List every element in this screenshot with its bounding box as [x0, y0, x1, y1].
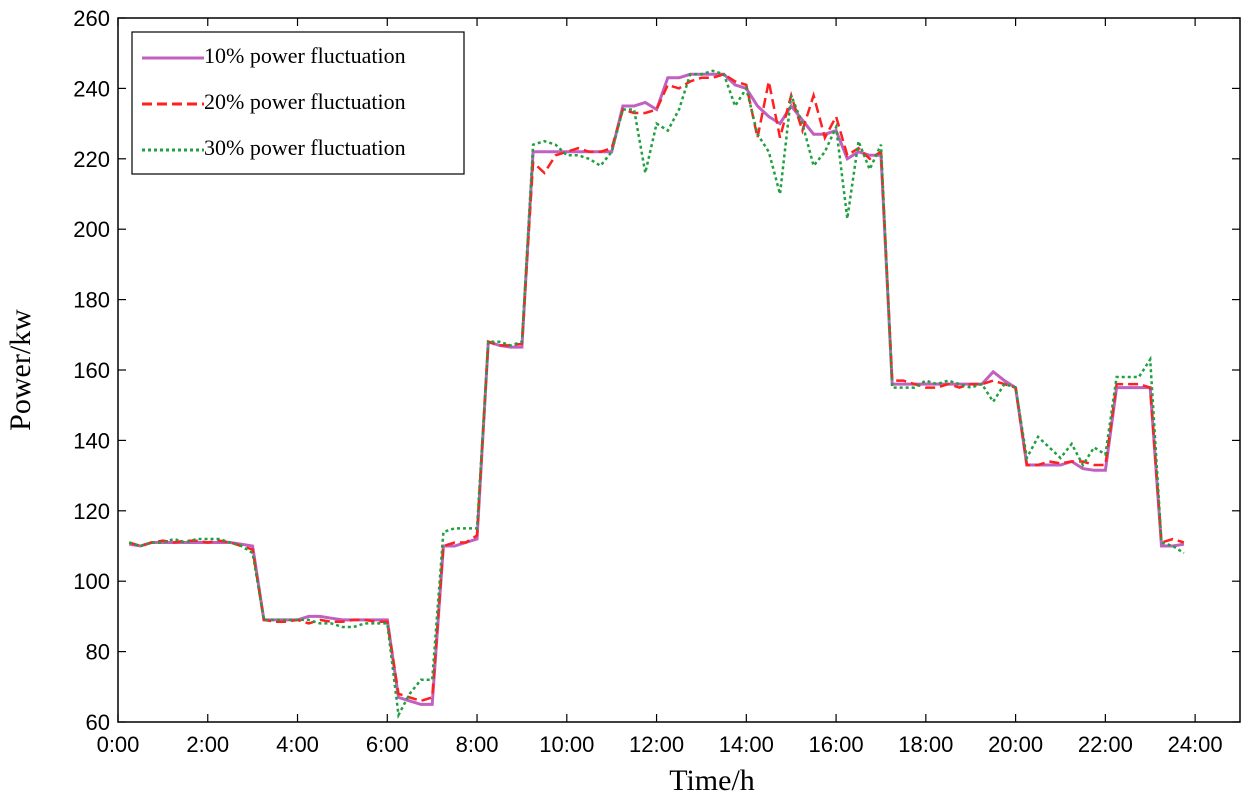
- x-tick-label: 24:00: [1168, 732, 1223, 757]
- data-line: [128, 69, 1185, 720]
- legend-label: 30% power fluctuation: [204, 135, 406, 160]
- plot-frame: [117, 17, 1241, 723]
- y-tick-label: 260: [73, 6, 110, 31]
- x-tick-label: 0:00: [97, 732, 140, 757]
- y-tick-label: 60: [86, 710, 110, 735]
- x-tick-label: 20:00: [988, 732, 1043, 757]
- x-tick-label: 16:00: [809, 732, 864, 757]
- legend-label: 10% power fluctuation: [204, 43, 406, 68]
- y-tick-label: 140: [73, 428, 110, 453]
- data-line: [128, 72, 1185, 706]
- x-tick-label: 10:00: [539, 732, 594, 757]
- x-tick-label: 22:00: [1078, 732, 1133, 757]
- x-tick-label: 4:00: [276, 732, 319, 757]
- y-tick-label: 80: [86, 640, 110, 665]
- x-tick-label: 18:00: [898, 732, 953, 757]
- x-axis-label: Time/h: [669, 764, 755, 797]
- y-axis-label: Power/kw: [4, 309, 37, 431]
- legend-label: 20% power fluctuation: [204, 89, 406, 114]
- y-tick-label: 200: [73, 217, 110, 242]
- y-tick-label: 100: [73, 569, 110, 594]
- x-tick-label: 6:00: [366, 732, 409, 757]
- x-tick-label: 14:00: [719, 732, 774, 757]
- y-tick-label: 220: [73, 147, 110, 172]
- y-tick-label: 120: [73, 499, 110, 524]
- y-tick-label: 240: [73, 76, 110, 101]
- y-tick-label: 180: [73, 288, 110, 313]
- x-tick-label: 2:00: [186, 732, 229, 757]
- y-tick-label: 160: [73, 358, 110, 383]
- x-tick-label: 8:00: [456, 732, 499, 757]
- x-tick-label: 12:00: [629, 732, 684, 757]
